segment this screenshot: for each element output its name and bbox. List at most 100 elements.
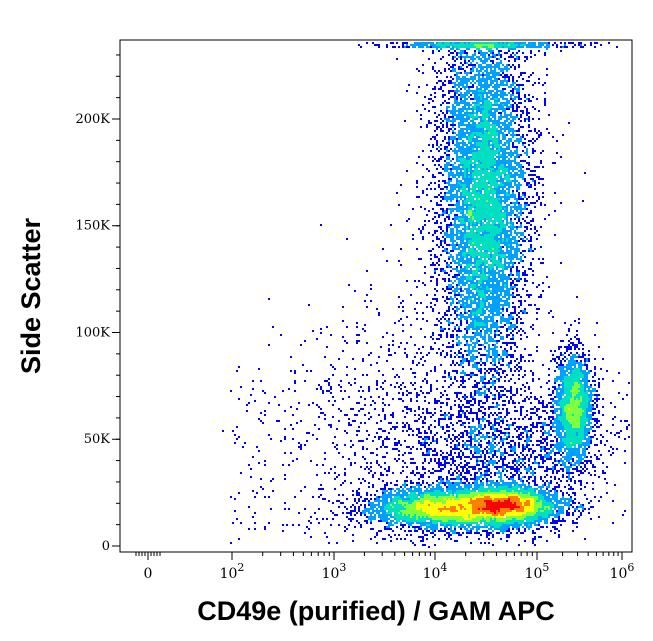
event-dot [466, 266, 468, 268]
event-dot [482, 254, 484, 256]
event-dot [478, 182, 480, 184]
event-dot [382, 248, 384, 250]
event-dot [472, 348, 474, 350]
event-dot [440, 336, 442, 338]
event-dot [518, 162, 520, 164]
event-dot [486, 218, 488, 220]
event-dot [486, 138, 488, 140]
event-dot [464, 242, 466, 244]
event-dot [516, 222, 518, 224]
event-dot [454, 240, 456, 242]
event-dot [534, 188, 536, 190]
event-dot [490, 224, 492, 226]
event-dot [504, 254, 506, 256]
event-dot [454, 82, 456, 84]
event-dot [530, 238, 532, 240]
event-dot [448, 172, 450, 174]
event-dot [448, 324, 450, 326]
event-dot [410, 336, 412, 338]
event-dot [438, 160, 440, 162]
event-dot [476, 178, 478, 180]
event-dot [500, 148, 502, 150]
event-dot [468, 258, 470, 260]
event-dot [486, 162, 488, 164]
event-dot [490, 200, 492, 202]
event-dot [510, 104, 512, 106]
event-dot [526, 204, 528, 206]
event-dot [594, 46, 596, 48]
event-dot [428, 46, 430, 48]
event-dot [490, 268, 492, 270]
event-dot [524, 272, 526, 274]
event-dot [468, 266, 470, 268]
event-dot [470, 144, 472, 146]
event-dot [460, 44, 462, 46]
event-dot [450, 66, 452, 68]
event-dot [480, 104, 482, 106]
event-dot [468, 80, 470, 82]
event-dot [464, 142, 466, 144]
event-dot [490, 324, 492, 326]
event-dot [444, 270, 446, 272]
event-dot [422, 164, 424, 166]
event-dot [446, 192, 448, 194]
event-dot [490, 94, 492, 96]
event-dot [516, 258, 518, 260]
event-dot [460, 322, 462, 324]
event-dot [514, 182, 516, 184]
event-dot [464, 298, 466, 300]
event-dot [482, 224, 484, 226]
event-dot [476, 334, 478, 336]
event-dot [494, 274, 496, 276]
event-dot [430, 150, 432, 152]
event-dot [512, 302, 514, 304]
event-dot [534, 232, 536, 234]
event-dot [514, 118, 516, 120]
event-dot [514, 134, 516, 136]
event-dot [466, 264, 468, 266]
event-dot [454, 94, 456, 96]
event-dot [496, 102, 498, 104]
event-dot [558, 348, 560, 350]
event-dot [472, 246, 474, 248]
event-dot [474, 54, 476, 56]
event-dot [452, 150, 454, 152]
event-dot [428, 144, 430, 146]
event-dot [520, 210, 522, 212]
event-dot [492, 276, 494, 278]
event-dot [484, 66, 486, 68]
event-dot [504, 104, 506, 106]
event-dot [494, 228, 496, 230]
event-dot [500, 166, 502, 168]
event-dot [468, 306, 470, 308]
event-dot [530, 244, 532, 246]
event-dot [512, 224, 514, 226]
event-dot [432, 146, 434, 148]
event-dot [498, 276, 500, 278]
event-dot [480, 60, 482, 62]
event-dot [508, 64, 510, 66]
event-dot [320, 328, 322, 330]
event-dot [466, 116, 468, 118]
event-dot [502, 296, 504, 298]
event-dot [486, 82, 488, 84]
event-dot [536, 318, 538, 320]
event-dot [516, 326, 518, 328]
event-dot [488, 266, 490, 268]
event-dot [504, 258, 506, 260]
event-dot [516, 84, 518, 86]
event-dot [504, 300, 506, 302]
event-dot [482, 260, 484, 262]
event-dot [486, 164, 488, 166]
event-dot [502, 336, 504, 338]
event-dot [480, 320, 482, 322]
event-dot [488, 100, 490, 102]
event-dot [476, 276, 478, 278]
event-dot [464, 136, 466, 138]
event-dot [460, 312, 462, 314]
event-dot [470, 78, 472, 80]
event-dot [458, 108, 460, 110]
event-dot [578, 340, 580, 342]
event-dot [522, 194, 524, 196]
event-dot [480, 252, 482, 254]
